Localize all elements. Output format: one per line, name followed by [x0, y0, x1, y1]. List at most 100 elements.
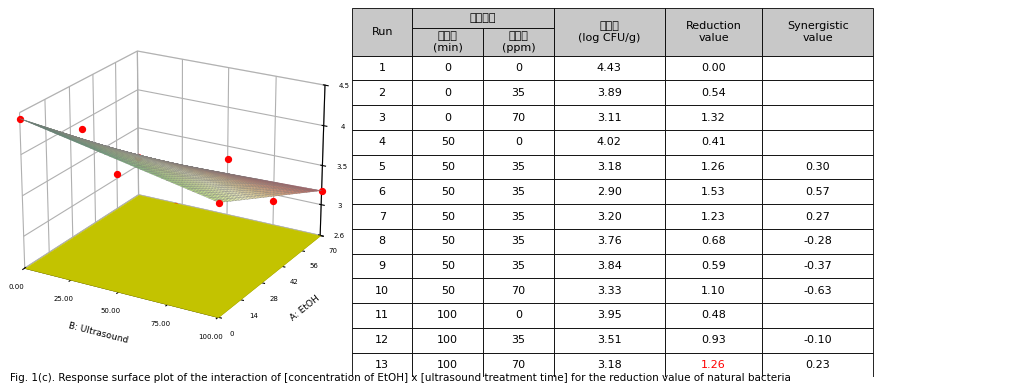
Bar: [762, 8, 874, 56]
Text: 70: 70: [511, 360, 526, 370]
Text: 2: 2: [379, 88, 386, 98]
Bar: [762, 328, 874, 353]
Text: 50: 50: [441, 236, 454, 246]
Text: -0.10: -0.10: [803, 335, 832, 345]
Text: 0.30: 0.30: [805, 162, 830, 172]
Bar: [664, 155, 762, 179]
Text: 초음파
(min): 초음파 (min): [433, 31, 463, 53]
Bar: [554, 56, 664, 80]
Text: 35: 35: [511, 261, 526, 271]
Bar: [412, 254, 483, 278]
Bar: [352, 204, 412, 229]
Text: 50: 50: [441, 261, 454, 271]
Bar: [483, 130, 554, 155]
Text: 0: 0: [514, 310, 522, 320]
Text: -0.37: -0.37: [803, 261, 832, 271]
Text: 0.41: 0.41: [701, 137, 726, 147]
Text: 0.48: 0.48: [701, 310, 726, 320]
Bar: [664, 303, 762, 328]
Text: 3.20: 3.20: [597, 211, 622, 221]
Text: 50: 50: [441, 286, 454, 296]
Text: 50: 50: [441, 187, 454, 197]
Bar: [412, 179, 483, 204]
Text: 3.89: 3.89: [597, 88, 622, 98]
Text: 0.00: 0.00: [701, 63, 726, 73]
Text: 11: 11: [375, 310, 389, 320]
Text: 4.02: 4.02: [597, 137, 622, 147]
Y-axis label: A: EtOH: A: EtOH: [289, 294, 322, 323]
Bar: [762, 179, 874, 204]
Bar: [664, 353, 762, 377]
Text: 4.43: 4.43: [597, 63, 622, 73]
Text: 35: 35: [511, 162, 526, 172]
Text: 35: 35: [511, 335, 526, 345]
Bar: [483, 155, 554, 179]
Bar: [554, 229, 664, 254]
Text: 1.23: 1.23: [701, 211, 726, 221]
Bar: [762, 56, 874, 80]
Bar: [762, 254, 874, 278]
Bar: [554, 80, 664, 105]
Text: 8: 8: [379, 236, 386, 246]
Text: 0.54: 0.54: [701, 88, 726, 98]
Text: 12: 12: [375, 335, 389, 345]
Text: 0: 0: [514, 63, 522, 73]
Text: Fig. 1(c). Response surface plot of the interaction of [concentration of EtOH] x: Fig. 1(c). Response surface plot of the …: [10, 373, 791, 383]
Text: 3.84: 3.84: [597, 261, 622, 271]
Bar: [483, 328, 554, 353]
Text: 3.33: 3.33: [597, 286, 622, 296]
Bar: [352, 179, 412, 204]
Bar: [664, 8, 762, 56]
Text: 1: 1: [379, 63, 386, 73]
Bar: [554, 328, 664, 353]
Bar: [762, 105, 874, 130]
Bar: [554, 204, 664, 229]
Bar: [483, 229, 554, 254]
Bar: [352, 278, 412, 303]
Text: 3.95: 3.95: [597, 310, 622, 320]
Text: 70: 70: [511, 112, 526, 122]
Bar: [412, 56, 483, 80]
Bar: [664, 179, 762, 204]
Text: 100: 100: [437, 335, 459, 345]
Bar: [483, 254, 554, 278]
Bar: [412, 28, 483, 56]
Text: 3.51: 3.51: [597, 335, 622, 345]
Text: 35: 35: [511, 236, 526, 246]
Text: 1.26: 1.26: [701, 162, 726, 172]
Bar: [762, 80, 874, 105]
Text: 50: 50: [441, 162, 454, 172]
Bar: [554, 303, 664, 328]
Text: 5: 5: [379, 162, 386, 172]
Bar: [352, 229, 412, 254]
Bar: [554, 130, 664, 155]
Bar: [483, 303, 554, 328]
Text: -0.28: -0.28: [803, 236, 832, 246]
Text: 1.10: 1.10: [701, 286, 726, 296]
Bar: [664, 328, 762, 353]
Bar: [412, 353, 483, 377]
Bar: [554, 278, 664, 303]
Text: 35: 35: [511, 187, 526, 197]
Text: 1.32: 1.32: [701, 112, 726, 122]
Bar: [483, 353, 554, 377]
Text: 100: 100: [437, 310, 459, 320]
Bar: [412, 80, 483, 105]
Bar: [412, 278, 483, 303]
Text: 0.27: 0.27: [805, 211, 830, 221]
Text: 0: 0: [444, 63, 451, 73]
Bar: [664, 278, 762, 303]
Text: 3.11: 3.11: [597, 112, 622, 122]
Bar: [352, 56, 412, 80]
Text: 0.68: 0.68: [701, 236, 726, 246]
Bar: [412, 105, 483, 130]
Bar: [762, 204, 874, 229]
Text: 3.18: 3.18: [597, 162, 622, 172]
Bar: [412, 204, 483, 229]
Bar: [352, 80, 412, 105]
Text: 소독제
(ppm): 소독제 (ppm): [502, 31, 535, 53]
Bar: [352, 303, 412, 328]
Bar: [483, 179, 554, 204]
Bar: [483, 204, 554, 229]
Bar: [352, 130, 412, 155]
